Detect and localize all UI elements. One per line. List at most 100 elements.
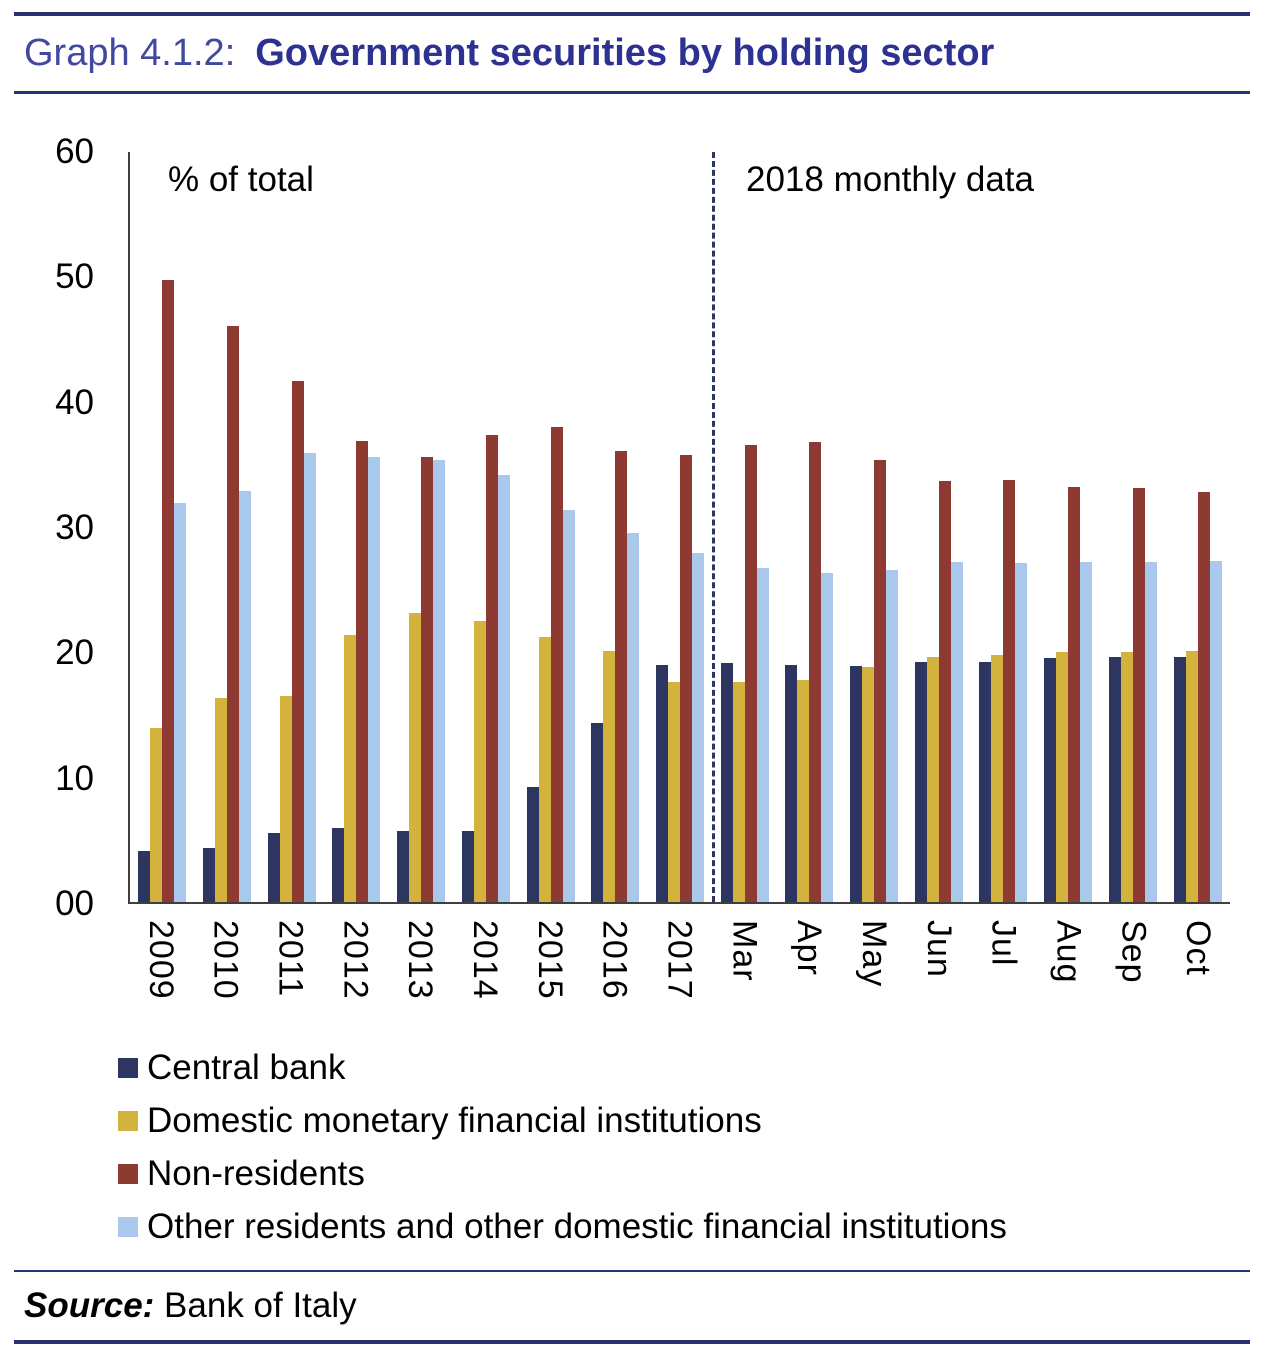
bar [421,457,434,902]
x-tick-label: 2012 [336,920,375,1000]
bar [1120,652,1133,902]
bar [1015,563,1028,902]
x-tick-label: Mar [725,920,764,982]
legend-swatch-icon [118,1111,138,1131]
x-tick: 2009 [128,908,193,1044]
bar [756,568,769,902]
y-tick-label: 00 [55,884,94,923]
bar [174,503,187,902]
bar [162,279,175,902]
x-tick-label: Aug [1049,920,1088,984]
legend-item: Central bank [118,1048,1264,1088]
source-block: Source: Bank of Italy [0,1270,1264,1350]
bar [591,723,604,902]
bar [433,459,446,902]
legend-label: Central bank [147,1048,346,1087]
legend: Central bank Domestic monetary financial … [118,1048,1264,1247]
bar-chart: 60 50 40 30 20 10 00 % of total 2018 monthly d… [0,132,1264,1044]
bar [979,662,992,902]
x-tick: Mar [711,908,776,1044]
bar [627,533,640,902]
y-tick-label: 40 [55,382,94,422]
x-tick-label: 2016 [595,920,634,1000]
bar [291,380,304,902]
x-tick-label: 2014 [466,920,505,1000]
header-rule [14,91,1250,94]
bar-group-aug [1036,152,1101,902]
graph-number: Graph 4.1.2: [24,32,236,74]
x-tick-label: 2013 [401,920,440,1000]
x-tick: 2015 [517,908,582,1044]
bar [862,667,875,902]
bar [368,457,381,902]
x-tick-label: 2010 [206,920,245,1000]
bar [850,665,863,902]
y-tick-label: 60 [55,132,94,171]
bar [1185,650,1198,902]
bar [1132,488,1145,902]
legend-label: Non-residents [147,1154,365,1193]
bar-group-2014 [454,152,519,902]
bar-group-2011 [259,152,324,902]
bar [203,848,216,902]
separator-dashed-line [712,152,716,902]
bar [679,454,692,902]
bar-group-jul [971,152,1036,902]
x-tick-label: Jun [919,920,958,978]
bar [461,830,474,902]
legend-swatch-icon [118,1217,138,1237]
x-tick: Sep [1100,908,1165,1044]
bar [821,573,834,902]
bar [344,634,357,902]
page-title: Government securities by holding sector [255,32,995,74]
y-tick-label: 10 [55,758,94,798]
x-tick: Oct [1165,908,1230,1044]
bar [938,480,951,902]
x-tick: 2016 [582,908,647,1044]
y-tick-label: 50 [55,257,94,297]
x-tick: May [841,908,906,1044]
bar [150,728,163,902]
x-tick: Apr [776,908,841,1044]
chart-header: Graph 4.1.2: Government securities by ho… [0,16,1264,91]
source-line: Source: Bank of Italy [0,1272,1264,1340]
bar [914,662,927,902]
bar [227,325,240,902]
bar [538,637,551,902]
bar [239,490,252,902]
x-tick-label: Sep [1114,920,1153,984]
x-tick-label: 2011 [271,920,310,998]
x-tick-label: 2015 [530,920,569,1000]
plot-area: % of total 2018 monthly data [128,152,1230,904]
bar-groups [130,152,1230,902]
bar [603,650,616,902]
legend-item: Non-residents [118,1154,1264,1194]
bar [409,613,422,902]
bar [473,620,486,902]
bar-group-jun [906,152,971,902]
annotation-2018-monthly-data: 2018 monthly data [746,160,1034,199]
legend-swatch-icon [118,1164,138,1184]
bar [138,850,151,902]
source-top-rule [14,1270,1250,1272]
x-tick: Jul [971,908,1036,1044]
bar-group-2017 [648,152,713,902]
bar [691,553,704,902]
bar [797,679,810,902]
bar [1144,562,1157,902]
bar [1080,562,1093,902]
bar [303,453,316,902]
bar [1003,479,1016,902]
bar [667,682,680,902]
bar-group-mar [712,152,777,902]
bar-group-2013 [389,152,454,902]
bar [732,682,745,902]
bar [497,474,510,902]
x-tick: 2011 [258,908,323,1044]
bar [991,654,1004,902]
x-tick-label: 2017 [660,920,699,1000]
top-rule [14,12,1250,16]
x-tick-label: Apr [790,920,829,976]
x-tick: 2017 [647,908,712,1044]
